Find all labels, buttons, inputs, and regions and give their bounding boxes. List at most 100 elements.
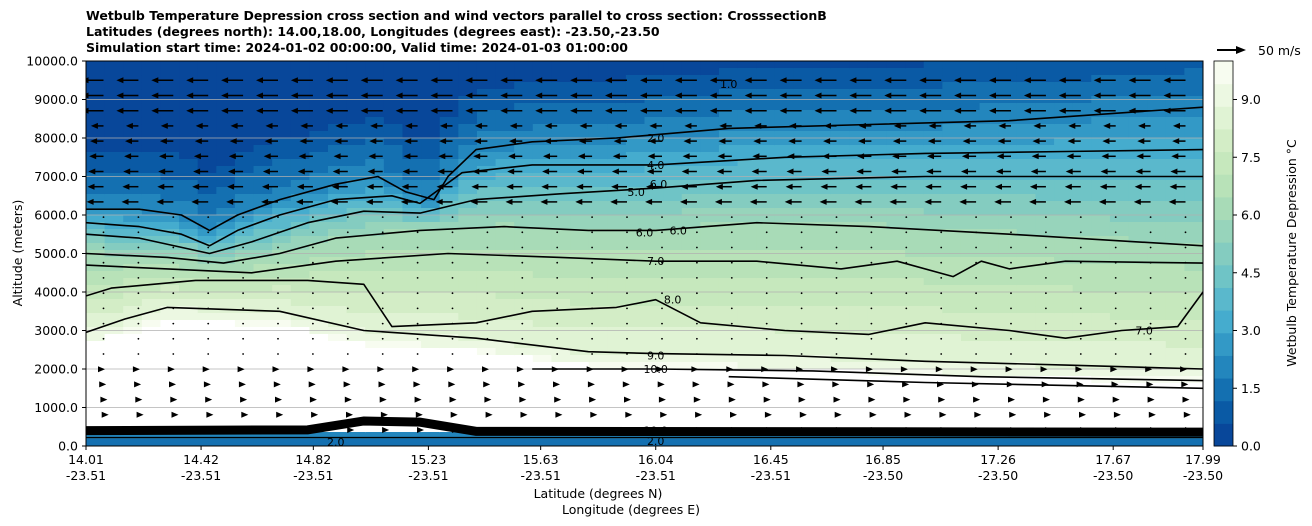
heatmap-cell [179,418,199,426]
wind-vector [277,307,279,310]
heatmap-cell [681,243,701,251]
heatmap-cell [1147,299,1167,307]
heatmap-cell [495,271,515,279]
heatmap-cell [197,215,217,223]
heatmap-cell [663,376,683,384]
wind-vector-head [230,122,238,129]
heatmap-cell [1109,138,1130,146]
heatmap-cell [197,376,217,384]
heatmap-cell [532,208,553,216]
heatmap-cell [383,201,404,209]
heatmap-cell [123,257,143,265]
heatmap-cell [644,110,664,118]
heatmap-cell [1072,124,1092,132]
heatmap-cell [272,82,292,90]
heatmap-cell [1016,376,1037,384]
heatmap-cell [495,355,515,363]
wind-vector [870,337,873,340]
heatmap-cell [979,215,999,223]
heatmap-cell [1035,180,1055,188]
heatmap-cell [1128,243,1148,251]
wind-vector-head [401,183,409,190]
heatmap-cell [197,292,217,300]
heatmap-cell [421,201,441,209]
wind-vector-head [1023,77,1031,84]
wind-vector [765,322,768,325]
heatmap-cell [86,306,106,314]
heatmap-cell [179,383,199,391]
heatmap-cell [737,152,757,160]
heatmap-cell [253,187,273,195]
y-tick-label: 1000.0 [34,400,78,415]
heatmap-cell [998,159,1018,167]
heatmap-cell [495,418,515,426]
wind-vector [277,231,279,234]
wind-vector-head [365,198,373,205]
heatmap-cell [383,439,404,446]
heatmap-cell [272,292,292,300]
heatmap-cell [1165,110,1185,118]
heatmap-cell [700,229,720,237]
contour-label: 10.0 [643,425,668,438]
heatmap-cell [104,320,124,328]
heatmap-cell [570,383,590,391]
heatmap-cell [886,292,906,300]
wind-vector-head [509,138,516,145]
heatmap-cell [849,257,869,265]
heatmap-cell [886,110,906,118]
heatmap-cell [532,355,553,363]
heatmap-cell [476,222,497,230]
heatmap-cell [979,131,999,139]
heatmap-cell [1091,313,1111,321]
heatmap-cell [960,89,981,97]
wind-vector [381,277,384,279]
heatmap-cell [607,124,627,132]
heatmap-cell [1147,103,1167,111]
wind-vector-head [414,396,422,403]
heatmap-cell [867,292,888,300]
heatmap-cell [979,159,999,167]
heatmap-cell [812,124,832,132]
heatmap-cell [756,61,776,69]
wind-vector [730,292,733,295]
heatmap-cell [812,187,832,195]
heatmap-cell [960,110,981,118]
wind-vector-head [505,198,513,205]
heatmap-cell [86,201,106,209]
heatmap-cell [421,271,441,279]
heatmap-cell [234,243,255,251]
heatmap-cell [383,299,404,307]
wind-vector-head [465,77,473,84]
heatmap-cell [849,285,869,293]
contour-label: 5.0 [627,186,645,199]
wind-vector [242,246,245,249]
heatmap-cell [830,299,850,307]
wind-vector [137,246,140,249]
heatmap-cell [290,243,310,251]
heatmap-cell [830,194,850,202]
heatmap-cell [998,320,1018,328]
heatmap-cell [216,152,236,160]
heatmap-cell [328,355,348,363]
heatmap-cell [272,264,292,272]
wind-vector-head [169,381,176,388]
heatmap-cell [141,145,162,153]
heatmap-cell [179,103,199,111]
wind-vector [696,216,698,219]
heatmap-cell [86,236,106,244]
wind-vector-head [1041,381,1049,388]
heatmap-cell [793,229,813,237]
wind-vector [1184,277,1187,279]
heatmap-cell [570,145,590,153]
heatmap-cell [644,285,664,293]
wind-vector-head [544,122,552,129]
heatmap-cell [625,187,646,195]
chart-title-line-3: Simulation start time: 2024-01-02 00:00:… [86,40,628,55]
heatmap-cell [234,236,255,244]
heatmap-cell [216,362,236,370]
heatmap-cell [123,180,143,188]
heatmap-cell [681,271,701,279]
wind-vector [346,337,349,340]
heatmap-cell [1016,278,1037,286]
wind-vector [346,277,349,279]
